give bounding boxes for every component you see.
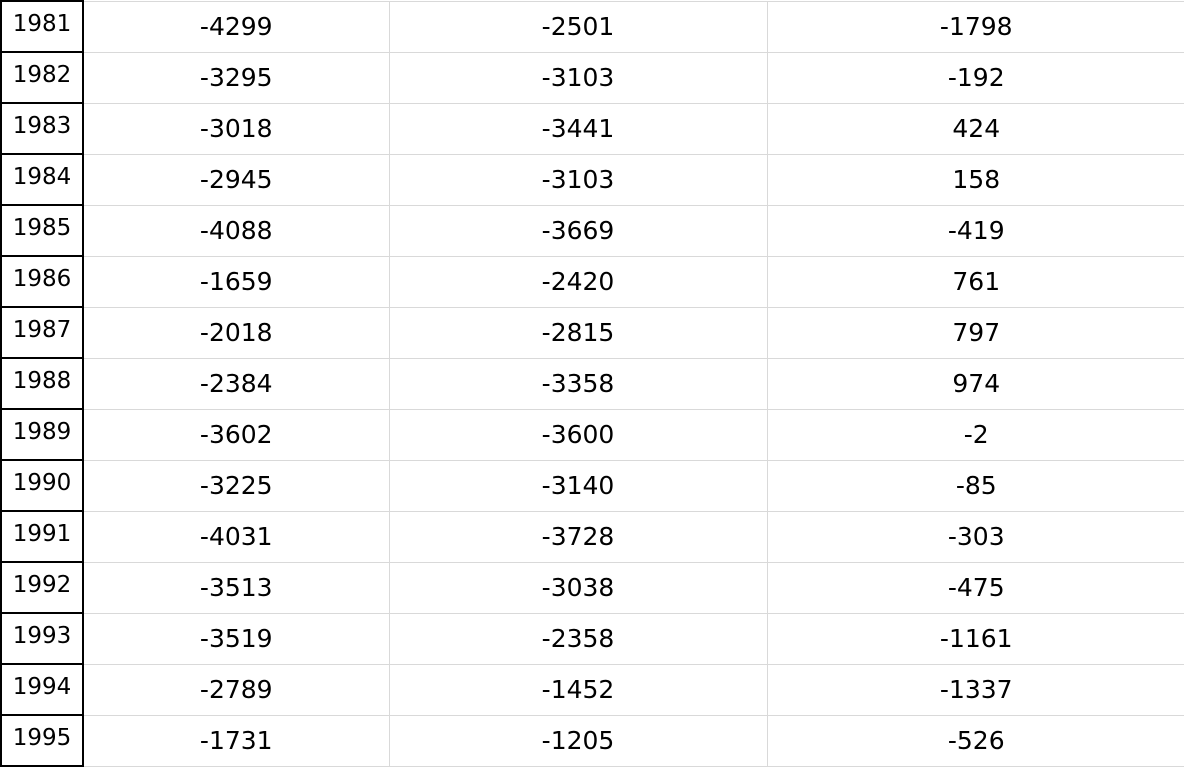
year-cell[interactable]: 1994 [0, 664, 84, 716]
year-cell[interactable]: 1990 [0, 460, 84, 512]
year-cell[interactable]: 1981 [0, 0, 84, 53]
table-row: 1992 -3513 -3038 -475 [0, 562, 1184, 614]
year-cell[interactable]: 1993 [0, 613, 84, 665]
value-cell-col-c[interactable]: -3103 [389, 154, 768, 206]
value-cell-col-d[interactable]: -1161 [767, 613, 1184, 665]
table-row: 1993 -3519 -2358 -1161 [0, 613, 1184, 665]
value-cell-col-d[interactable]: -419 [767, 205, 1184, 257]
value-cell-col-d[interactable]: 158 [767, 154, 1184, 206]
value-cell-col-b[interactable]: -3295 [83, 52, 390, 104]
table-row: 1995 -1731 -1205 -526 [0, 715, 1184, 767]
value-cell-col-b[interactable]: -3018 [83, 103, 390, 155]
value-cell-col-d[interactable]: -85 [767, 460, 1184, 512]
value-cell-col-d[interactable]: 424 [767, 103, 1184, 155]
value-cell-col-d[interactable]: -475 [767, 562, 1184, 614]
value-cell-col-b[interactable]: -3513 [83, 562, 390, 614]
year-cell[interactable]: 1992 [0, 562, 84, 614]
year-cell[interactable]: 1985 [0, 205, 84, 257]
value-cell-col-c[interactable]: -1205 [389, 715, 768, 767]
value-cell-col-d[interactable]: 974 [767, 358, 1184, 410]
value-cell-col-d[interactable]: -303 [767, 511, 1184, 563]
table-row: 1989 -3602 -3600 -2 [0, 409, 1184, 461]
table-row: 1986 -1659 -2420 761 [0, 256, 1184, 308]
value-cell-col-c[interactable]: -1452 [389, 664, 768, 716]
value-cell-col-b[interactable]: -3519 [83, 613, 390, 665]
value-cell-col-b[interactable]: -2018 [83, 307, 390, 359]
value-cell-col-d[interactable]: -1337 [767, 664, 1184, 716]
table-row: 1981 -4299 -2501 -1798 [0, 0, 1184, 53]
table-row: 1990 -3225 -3140 -85 [0, 460, 1184, 512]
value-cell-col-c[interactable]: -2815 [389, 307, 768, 359]
value-cell-col-c[interactable]: -3358 [389, 358, 768, 410]
value-cell-col-b[interactable]: -1731 [83, 715, 390, 767]
table-row: 1983 -3018 -3441 424 [0, 103, 1184, 155]
value-cell-col-b[interactable]: -1659 [83, 256, 390, 308]
value-cell-col-b[interactable]: -2384 [83, 358, 390, 410]
year-cell[interactable]: 1987 [0, 307, 84, 359]
year-cell[interactable]: 1989 [0, 409, 84, 461]
value-cell-col-d[interactable]: -2 [767, 409, 1184, 461]
value-cell-col-b[interactable]: -2789 [83, 664, 390, 716]
table-row: 1988 -2384 -3358 974 [0, 358, 1184, 410]
value-cell-col-c[interactable]: -3728 [389, 511, 768, 563]
value-cell-col-b[interactable]: -4299 [83, 0, 390, 53]
year-cell[interactable]: 1988 [0, 358, 84, 410]
year-cell[interactable]: 1984 [0, 154, 84, 206]
value-cell-col-c[interactable]: -2420 [389, 256, 768, 308]
value-cell-col-c[interactable]: -3600 [389, 409, 768, 461]
value-cell-col-c[interactable]: -2501 [389, 0, 768, 53]
value-cell-col-b[interactable]: -3602 [83, 409, 390, 461]
year-cell[interactable]: 1982 [0, 52, 84, 104]
value-cell-col-c[interactable]: -3669 [389, 205, 768, 257]
value-cell-col-d[interactable]: -192 [767, 52, 1184, 104]
value-cell-col-b[interactable]: -4031 [83, 511, 390, 563]
year-cell[interactable]: 1986 [0, 256, 84, 308]
table-row: 1985 -4088 -3669 -419 [0, 205, 1184, 257]
value-cell-col-d[interactable]: 761 [767, 256, 1184, 308]
value-cell-col-b[interactable]: -3225 [83, 460, 390, 512]
value-cell-col-c[interactable]: -3441 [389, 103, 768, 155]
value-cell-col-b[interactable]: -4088 [83, 205, 390, 257]
value-cell-col-c[interactable]: -3140 [389, 460, 768, 512]
table-row: 1991 -4031 -3728 -303 [0, 511, 1184, 563]
table-row: 1984 -2945 -3103 158 [0, 154, 1184, 206]
year-cell[interactable]: 1983 [0, 103, 84, 155]
year-cell[interactable]: 1995 [0, 715, 84, 767]
value-cell-col-c[interactable]: -2358 [389, 613, 768, 665]
table-row: 1982 -3295 -3103 -192 [0, 52, 1184, 104]
table-row: 1994 -2789 -1452 -1337 [0, 664, 1184, 716]
table-row: 1987 -2018 -2815 797 [0, 307, 1184, 359]
value-cell-col-b[interactable]: -2945 [83, 154, 390, 206]
value-cell-col-d[interactable]: -526 [767, 715, 1184, 767]
year-cell[interactable]: 1991 [0, 511, 84, 563]
value-cell-col-c[interactable]: -3038 [389, 562, 768, 614]
value-cell-col-c[interactable]: -3103 [389, 52, 768, 104]
value-cell-col-d[interactable]: 797 [767, 307, 1184, 359]
value-cell-col-d[interactable]: -1798 [767, 0, 1184, 53]
